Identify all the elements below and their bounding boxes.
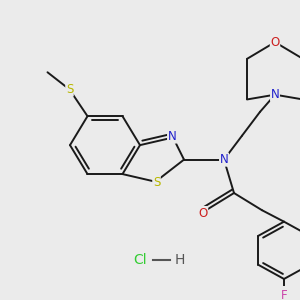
Text: F: F [281, 289, 287, 300]
Text: S: S [66, 83, 73, 96]
Text: H: H [175, 253, 185, 267]
Text: O: O [270, 36, 280, 49]
Text: O: O [198, 207, 208, 220]
Text: S: S [153, 176, 160, 189]
Text: N: N [271, 88, 279, 101]
Text: N: N [220, 153, 228, 166]
Text: N: N [168, 130, 176, 143]
Text: Cl: Cl [133, 253, 147, 267]
